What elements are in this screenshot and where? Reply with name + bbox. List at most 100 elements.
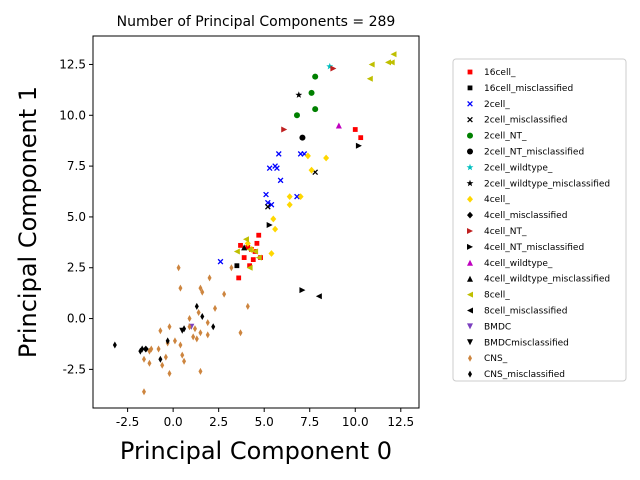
y-axis-label: Principal Component 1 bbox=[14, 86, 42, 358]
point-cns-misclassified-5 bbox=[200, 313, 205, 321]
plot-frame bbox=[92, 35, 420, 409]
legend-marker-4cell-wildtype bbox=[467, 259, 473, 266]
legend-marker-2cell-nt-misclassified bbox=[467, 148, 473, 155]
chart-title: Number of Principal Components = 289 bbox=[117, 14, 396, 30]
legend-marker-4cell-wildtype-misclassified bbox=[467, 275, 473, 282]
point-8cell-9 bbox=[233, 248, 240, 255]
point-cns-23 bbox=[163, 353, 168, 361]
x-tick-label: 12.5 bbox=[387, 415, 414, 429]
legend-marker-2cell-wildtype bbox=[466, 163, 474, 171]
legend-label-cns-misclassified: CNS_misclassified bbox=[484, 370, 565, 380]
point-2cell-6 bbox=[275, 151, 282, 157]
legend-marker-16cell bbox=[467, 69, 473, 75]
point-4cell-8 bbox=[268, 250, 275, 257]
legend-marker-bmdc bbox=[467, 323, 473, 330]
legend-marker-2cell-nt bbox=[467, 132, 473, 139]
point-2cell-wildtype-0 bbox=[326, 62, 334, 70]
point-16cell-8 bbox=[254, 240, 260, 246]
plot-area bbox=[112, 51, 397, 396]
point-16cell-0 bbox=[352, 127, 358, 132]
legend-label-2cell: 2cell_ bbox=[484, 100, 510, 110]
point-2cell-misclassified-1 bbox=[264, 203, 271, 210]
point-cns-21 bbox=[167, 323, 172, 331]
point-cns-2 bbox=[198, 284, 203, 292]
point-4cell-wildtype-0 bbox=[335, 122, 342, 129]
legend-marker-cns bbox=[468, 354, 472, 362]
point-16cell-misclassified-0 bbox=[234, 263, 240, 269]
point-4cell-6 bbox=[270, 215, 277, 223]
point-cns-13 bbox=[187, 323, 192, 331]
point-cns-17 bbox=[205, 331, 210, 339]
point-cns-10 bbox=[196, 308, 201, 316]
legend-label-2cell-wildtype-misclassified: 2cell_wildtype_misclassified bbox=[484, 179, 610, 189]
point-4cell-wildtype-misclassified-0 bbox=[241, 244, 248, 251]
legend-label-8cell: 8cell_ bbox=[484, 291, 510, 301]
point-8cell-4 bbox=[366, 75, 373, 82]
point-4cell-5 bbox=[297, 193, 304, 200]
point-cns-16 bbox=[198, 329, 203, 337]
point-cns-27 bbox=[141, 355, 146, 363]
point-16cell-4 bbox=[245, 245, 251, 250]
y-axis-ticks: -2.5 0.0 2.5 5.0 7.5 10.0 12.5 bbox=[59, 57, 93, 376]
legend-label-4cell-nt-misclassified: 4cell_NT_misclassified bbox=[484, 243, 584, 253]
point-cns-35 bbox=[158, 327, 163, 335]
point-16cell-2 bbox=[238, 242, 243, 248]
point-8cell-3 bbox=[368, 61, 375, 68]
legend-marker-8cell bbox=[467, 291, 473, 298]
point-8cell-10 bbox=[246, 264, 253, 271]
legend-label-2cell-wildtype: 2cell_wildtype_ bbox=[484, 163, 553, 173]
x-tick-label: 0.0 bbox=[164, 415, 183, 429]
point-8cell-5 bbox=[246, 246, 253, 253]
point-4cell-1 bbox=[304, 152, 311, 160]
point-cns-26 bbox=[147, 347, 152, 355]
point-cns-32 bbox=[187, 315, 192, 323]
point-2cell-10 bbox=[217, 258, 224, 265]
point-cns-misclassified-2 bbox=[158, 355, 163, 363]
point-8cell-7 bbox=[252, 248, 259, 255]
legend-label-16cell: 16cell_ bbox=[484, 68, 516, 78]
legend-label-2cell-nt-misclassified: 2cell_NT_misclassified bbox=[484, 148, 584, 158]
point-4cell-7 bbox=[272, 225, 279, 233]
point-cns-8 bbox=[238, 329, 243, 337]
legend-label-2cell-nt: 2cell_NT_ bbox=[484, 132, 527, 142]
legend-label-4cell-wildtype: 4cell_wildtype_ bbox=[484, 259, 553, 269]
point-4cell-nt-1 bbox=[330, 65, 337, 72]
point-8cell-0 bbox=[390, 51, 397, 58]
point-4cell-3 bbox=[286, 193, 293, 200]
point-4cell-nt-0 bbox=[281, 126, 288, 133]
x-tick-label: 5.0 bbox=[255, 415, 274, 429]
point-cns-24 bbox=[156, 345, 161, 353]
legend-marker-4cell bbox=[467, 195, 473, 203]
legend-label-bmdc: BMDC bbox=[484, 322, 511, 332]
point-8cell-8 bbox=[255, 254, 262, 261]
point-cns-misclassified-4 bbox=[194, 302, 199, 310]
point-cns-12 bbox=[192, 325, 197, 333]
point-2cell-7 bbox=[277, 177, 284, 184]
point-cns-29 bbox=[167, 369, 172, 377]
point-2cell-wildtype-misclassified-0 bbox=[295, 91, 303, 98]
legend-marker-4cell-nt-misclassified bbox=[467, 243, 473, 250]
x-axis-ticks: -2.5 0.0 2.5 5.0 7.5 10.0 12.5 bbox=[116, 408, 414, 429]
legend-label-bmdcmisclassified: BMDCmisclassified bbox=[484, 338, 569, 348]
point-2cell-nt-1 bbox=[308, 89, 315, 96]
point-4cell-misclassified-0 bbox=[142, 345, 149, 353]
point-cns-28 bbox=[160, 361, 165, 369]
legend: 16cell_ 16cell_misclassified 2cell_ 2cell_m… bbox=[452, 58, 627, 382]
point-cns-7 bbox=[245, 302, 250, 310]
legend-label-4cell: 4cell_ bbox=[484, 195, 510, 205]
legend-label-16cell-misclassified: 16cell_misclassified bbox=[484, 84, 573, 94]
point-cns-misclassified-0 bbox=[112, 341, 117, 349]
legend-marker-2cell-misclassified bbox=[467, 116, 473, 123]
point-2cell-nt-misclassified-0 bbox=[299, 134, 306, 141]
x-tick-label: -2.5 bbox=[116, 415, 139, 429]
point-cns-4 bbox=[207, 274, 212, 282]
point-16cell-11 bbox=[236, 275, 242, 281]
y-tick-label: -2.5 bbox=[63, 362, 86, 376]
legend-marker-2cell bbox=[467, 100, 473, 107]
legend-marker-cns-misclassified bbox=[468, 370, 472, 378]
point-4cell-2 bbox=[308, 166, 315, 174]
legend-marker-2cell-wildtype-misclassified bbox=[466, 179, 474, 187]
point-cns-9 bbox=[213, 304, 218, 312]
y-tick-label: 2.5 bbox=[67, 261, 86, 275]
